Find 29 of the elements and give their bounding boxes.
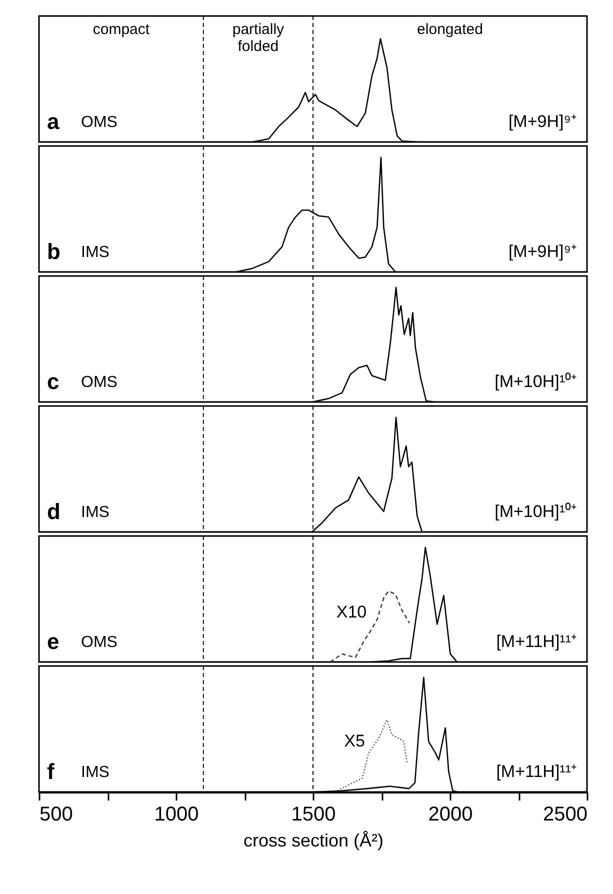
annotation: [M+10H]¹⁰⁺ bbox=[494, 372, 577, 391]
text: OMS bbox=[81, 114, 118, 131]
x-tick-label: 2000 bbox=[428, 804, 473, 826]
annotation: X5 bbox=[344, 731, 365, 750]
x-tick-label: 1500 bbox=[291, 804, 336, 826]
x-tick-label: 500 bbox=[40, 804, 73, 826]
text: IMS bbox=[81, 764, 110, 781]
x-axis-title: cross section (Å²) bbox=[243, 830, 384, 850]
text: e bbox=[47, 629, 60, 654]
annotation: [M+9H]⁹⁺ bbox=[508, 112, 577, 131]
text: compact bbox=[92, 21, 150, 38]
text: b bbox=[47, 239, 60, 264]
text: IMS bbox=[81, 244, 110, 261]
text: elongated bbox=[417, 21, 483, 38]
text: IMS bbox=[81, 504, 110, 521]
x-tick-label: 2500 bbox=[543, 804, 588, 826]
annotation: [M+9H]⁹⁺ bbox=[508, 242, 577, 261]
annotation: [M+10H]¹⁰⁺ bbox=[494, 502, 577, 521]
text: OMS bbox=[81, 634, 118, 651]
text: c bbox=[47, 369, 60, 394]
text: a bbox=[47, 109, 60, 134]
text: f bbox=[47, 759, 55, 784]
annotation: [M+11H]¹¹⁺ bbox=[496, 632, 577, 651]
annotation: [M+11H]¹¹⁺ bbox=[496, 762, 577, 781]
text: d bbox=[47, 499, 60, 524]
x-tick-label: 1000 bbox=[154, 804, 199, 826]
annotation: X10 bbox=[336, 602, 367, 622]
annotation: partially folded bbox=[232, 21, 285, 55]
text: OMS bbox=[81, 374, 118, 391]
